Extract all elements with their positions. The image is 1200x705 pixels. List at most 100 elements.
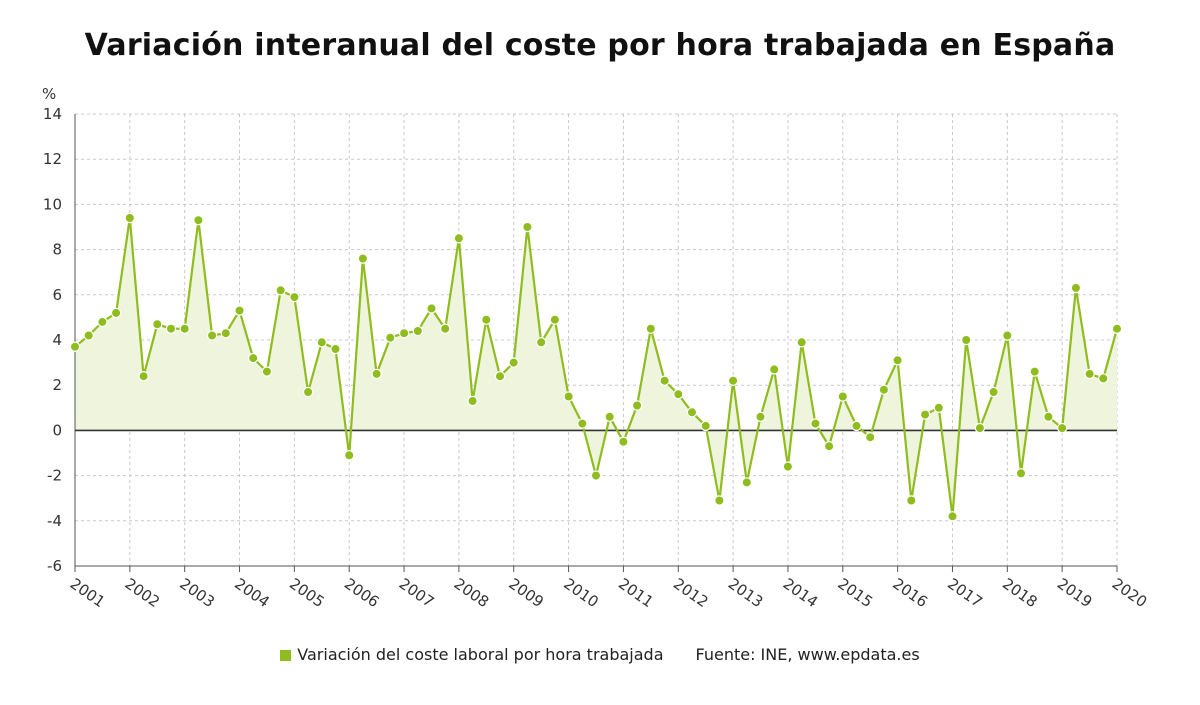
data-point: [549, 314, 561, 325]
y-axis-unit-label: %: [42, 85, 56, 103]
data-point: [974, 422, 986, 434]
x-tick-label: 2003: [176, 575, 218, 612]
data-point: [453, 233, 465, 244]
data-point: [1070, 282, 1082, 294]
data-point: [878, 384, 890, 395]
data-point: [371, 368, 382, 380]
data-point: [1084, 368, 1095, 380]
data-point: [344, 450, 355, 461]
x-tick-label: 2011: [615, 575, 657, 612]
y-tick-label: 4: [52, 331, 62, 349]
data-point: [604, 411, 615, 422]
data-point: [618, 436, 629, 447]
x-tick-label: 2012: [670, 575, 712, 612]
data-point: [426, 303, 437, 314]
x-tick-label: 2007: [396, 575, 438, 612]
x-tick-label: 2014: [780, 575, 822, 612]
series-points: [69, 212, 1123, 522]
data-point: [906, 495, 917, 506]
y-tick-label: 0: [52, 421, 62, 439]
data-point: [782, 461, 794, 472]
x-tick-label: 2005: [286, 575, 328, 612]
x-tick-label: 2009: [505, 575, 547, 612]
y-tick-label: 14: [43, 105, 62, 123]
data-point: [165, 323, 177, 334]
data-point: [659, 375, 670, 386]
y-tick-label: 12: [43, 150, 62, 168]
data-point: [316, 337, 327, 348]
x-tick-label: 2019: [1054, 575, 1096, 612]
x-tick-label: 2001: [67, 575, 109, 612]
data-point: [1098, 373, 1109, 384]
data-point: [467, 395, 478, 407]
data-point: [1002, 330, 1013, 341]
data-point: [481, 314, 492, 325]
y-tick-label: 8: [52, 241, 62, 259]
x-tick-label: 2016: [889, 575, 931, 612]
data-point: [769, 364, 780, 375]
data-point: [247, 352, 259, 364]
data-point: [289, 291, 300, 303]
data-point: [234, 305, 245, 316]
x-tick-label: 2018: [999, 575, 1041, 612]
legend-series-label: Variación del coste laboral por hora tra…: [297, 645, 664, 664]
data-point: [714, 495, 725, 506]
data-point: [892, 355, 903, 366]
data-point: [577, 418, 588, 429]
x-tick-label: 2004: [231, 575, 273, 612]
x-tick-label: 2015: [834, 575, 876, 612]
data-point: [261, 366, 273, 377]
data-point: [220, 328, 231, 339]
y-tick-label: 2: [52, 376, 62, 394]
data-point: [686, 407, 698, 418]
data-point: [69, 341, 81, 352]
data-point: [1056, 422, 1068, 434]
x-tick-label: 2020: [1109, 575, 1151, 612]
data-point: [97, 316, 108, 328]
data-point: [110, 307, 122, 319]
data-point: [152, 319, 163, 330]
x-tick-label: 2002: [122, 575, 164, 612]
data-point: [440, 323, 451, 334]
data-point: [727, 375, 739, 386]
data-point: [865, 432, 876, 443]
data-point: [673, 389, 684, 400]
x-tick-label: 2017: [944, 575, 986, 612]
data-point: [522, 221, 533, 233]
legend-swatch: [280, 650, 292, 661]
data-point: [385, 332, 396, 343]
data-point: [536, 337, 547, 348]
data-point: [755, 411, 766, 422]
data-point: [590, 470, 602, 481]
data-point: [193, 214, 204, 226]
chart-legend: Variación del coste laboral por hora tra…: [0, 645, 1200, 664]
axes: [74, 114, 1118, 572]
data-point: [330, 343, 341, 355]
data-point: [810, 418, 821, 429]
data-point: [1029, 366, 1040, 377]
x-tick-label: 2010: [560, 575, 602, 612]
data-point: [398, 328, 410, 339]
source-note: Fuente: INE, www.epdata.es: [695, 645, 920, 664]
data-point: [357, 253, 369, 264]
data-point: [206, 330, 218, 341]
data-point: [933, 402, 945, 413]
data-point: [563, 391, 574, 402]
x-tick-label: 2008: [451, 575, 493, 612]
data-point: [961, 334, 972, 346]
data-point: [179, 323, 190, 334]
y-tick-label: -2: [47, 467, 62, 485]
data-point: [919, 409, 931, 420]
data-point: [275, 285, 286, 296]
data-point: [741, 477, 753, 488]
chart-title: Variación interanual del coste por hora …: [84, 28, 1116, 63]
data-point: [988, 386, 999, 398]
data-point: [823, 441, 835, 452]
data-point: [302, 386, 314, 398]
data-point: [645, 323, 657, 334]
y-tick-label: -4: [47, 512, 62, 530]
y-tick-label: 10: [43, 195, 62, 213]
data-point: [494, 371, 506, 382]
data-point: [1043, 411, 1054, 422]
